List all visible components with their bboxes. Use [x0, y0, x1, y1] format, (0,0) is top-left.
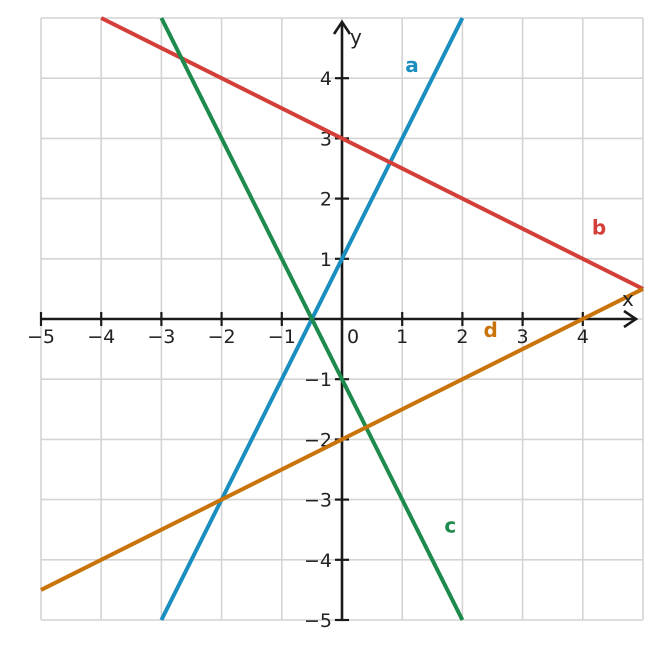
x-tick-label: 4 [577, 326, 589, 348]
x-tick-label: −4 [87, 326, 115, 348]
x-axis-label: x [622, 287, 634, 311]
x-tick-label: 3 [517, 326, 529, 348]
x-tick-label: −5 [27, 326, 55, 348]
series-label-d: d [483, 318, 497, 342]
y-tick-label: 4 [320, 68, 332, 90]
series-label-b: b [592, 216, 606, 240]
y-tick-label: 1 [320, 249, 332, 271]
axes [41, 19, 639, 620]
x-tick-label: −1 [268, 326, 296, 348]
y-tick-label: −5 [304, 610, 332, 632]
series-label-a: a [405, 53, 419, 77]
y-tick-label: 2 [320, 189, 332, 211]
series-line-b [100, 16, 644, 291]
y-axis-arrow [332, 19, 352, 35]
x-axis-arrow [623, 309, 639, 329]
series-lines: a b c d [40, 16, 644, 621]
y-tick-label: −4 [304, 550, 332, 572]
x-tick-label: 1 [396, 326, 408, 348]
y-tick-label: −3 [304, 490, 332, 512]
y-axis-label: y [350, 25, 362, 49]
x-tick-label: 0 [347, 326, 359, 348]
series-line-c [159, 17, 465, 621]
x-tick-label: 2 [456, 326, 468, 348]
x-tick-label: −3 [147, 326, 175, 348]
y-tick-label: −1 [304, 369, 332, 391]
series-line-d [40, 287, 644, 592]
series-label-c: c [444, 514, 456, 538]
x-tick-label: −2 [208, 326, 236, 348]
